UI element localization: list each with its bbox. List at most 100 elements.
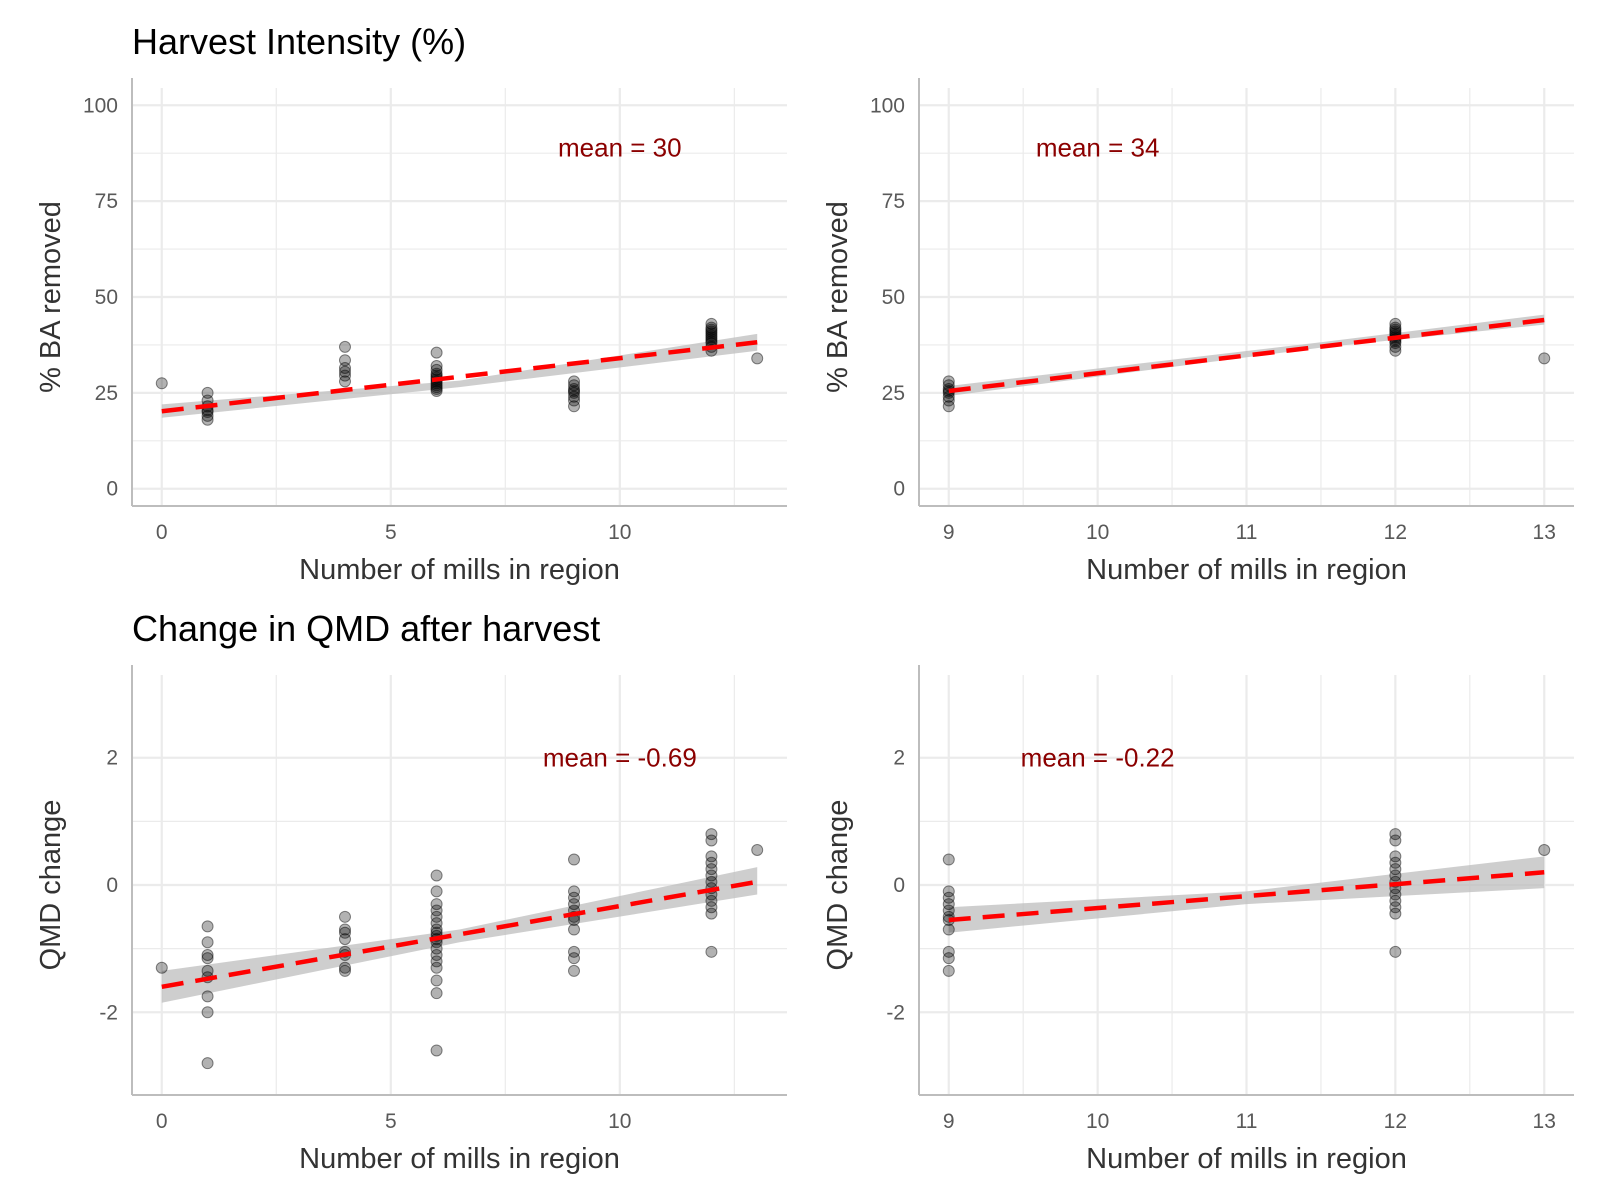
data-point bbox=[568, 885, 581, 898]
data-point bbox=[430, 1044, 443, 1057]
data-point bbox=[942, 394, 955, 407]
data-point bbox=[942, 904, 955, 917]
data-point bbox=[338, 375, 351, 388]
data-point bbox=[705, 329, 718, 342]
x-tick-label: 11 bbox=[1236, 1110, 1258, 1133]
data-point bbox=[430, 910, 443, 923]
data-point bbox=[1389, 321, 1402, 334]
data-point bbox=[942, 400, 955, 413]
data-point bbox=[705, 828, 718, 841]
mean-annotation: mean = 30 bbox=[558, 132, 682, 162]
data-point bbox=[751, 844, 764, 856]
data-point bbox=[338, 926, 351, 939]
data-point bbox=[430, 949, 443, 961]
y-axis-title: % BA removed bbox=[35, 201, 67, 393]
data-point bbox=[568, 853, 581, 866]
data-point bbox=[1389, 344, 1402, 357]
data-point bbox=[568, 964, 581, 977]
y-tick-label: 0 bbox=[106, 874, 118, 897]
y-tick-label: 75 bbox=[95, 190, 118, 213]
x-tick-label: 12 bbox=[1384, 1110, 1407, 1133]
x-tick-label: 12 bbox=[1384, 521, 1407, 544]
data-point bbox=[1389, 869, 1402, 882]
data-point bbox=[705, 325, 718, 338]
data-point bbox=[942, 375, 955, 388]
data-point bbox=[201, 936, 214, 949]
x-axis-title: Number of mills in region bbox=[299, 554, 620, 586]
data-point bbox=[942, 885, 955, 898]
data-point bbox=[568, 386, 581, 399]
data-point bbox=[942, 853, 955, 866]
x-tick-label: 10 bbox=[608, 1110, 631, 1133]
data-point bbox=[338, 361, 351, 374]
data-point bbox=[430, 360, 443, 373]
data-point bbox=[1389, 317, 1402, 330]
confidence-band bbox=[948, 856, 1545, 933]
x-tick-label: 0 bbox=[156, 521, 168, 544]
data-point bbox=[942, 898, 955, 911]
confidence-band bbox=[161, 867, 758, 1003]
data-point bbox=[568, 923, 581, 936]
y-axis-title: QMD change bbox=[822, 800, 854, 971]
data-point bbox=[705, 907, 718, 920]
data-point bbox=[430, 346, 443, 359]
data-point bbox=[338, 354, 351, 367]
data-point bbox=[942, 952, 955, 965]
data-point bbox=[430, 923, 443, 936]
trend-line bbox=[948, 870, 1545, 923]
x-tick-label: 0 bbox=[156, 1110, 168, 1133]
data-point bbox=[338, 964, 351, 977]
data-point bbox=[568, 394, 581, 407]
panel-2: mean = 34 9 10 11 12 13 0 25 50 75 100 Number of mi… bbox=[822, 78, 1574, 586]
data-point bbox=[201, 990, 214, 1003]
data-point bbox=[705, 945, 718, 958]
data-point bbox=[942, 891, 955, 904]
x-tick-label: 5 bbox=[385, 1110, 397, 1133]
data-point bbox=[568, 379, 581, 392]
y-tick-label: 50 bbox=[882, 286, 905, 309]
data-point bbox=[430, 363, 443, 376]
data-point bbox=[201, 952, 214, 965]
data-point bbox=[338, 933, 351, 946]
y-axis-title: QMD change bbox=[35, 800, 67, 971]
data-point bbox=[1389, 856, 1402, 869]
data-point bbox=[430, 904, 443, 917]
data-point bbox=[705, 850, 718, 863]
data-point bbox=[705, 856, 718, 869]
data-point bbox=[705, 317, 718, 330]
x-tick-label: 5 bbox=[385, 521, 397, 544]
data-point bbox=[338, 365, 351, 378]
y-tick-label: 25 bbox=[95, 382, 118, 405]
data-point bbox=[705, 901, 718, 914]
confidence-band bbox=[161, 333, 758, 418]
data-point bbox=[705, 863, 718, 876]
x-axis-title: Number of mills in region bbox=[1086, 1143, 1407, 1175]
data-point bbox=[942, 964, 955, 977]
y-tick-label: 75 bbox=[882, 190, 905, 213]
data-point bbox=[1389, 340, 1402, 353]
data-point bbox=[705, 869, 718, 882]
data-point bbox=[201, 920, 214, 933]
x-axis-title: Number of mills in region bbox=[299, 1143, 620, 1175]
data-point bbox=[430, 885, 443, 898]
y-tick-label: 50 bbox=[95, 286, 118, 309]
data-point bbox=[705, 834, 718, 847]
data-point bbox=[430, 384, 443, 397]
y-tick-label: 2 bbox=[106, 747, 118, 770]
data-point bbox=[1389, 945, 1402, 958]
data-point bbox=[201, 949, 214, 961]
data-point bbox=[201, 409, 214, 422]
y-tick-label: -2 bbox=[99, 1001, 118, 1024]
y-tick-label: 100 bbox=[870, 94, 905, 117]
data-point bbox=[201, 413, 214, 426]
confidence-band bbox=[948, 314, 1545, 396]
data-point bbox=[568, 898, 581, 911]
data-point bbox=[1538, 352, 1551, 365]
data-point bbox=[705, 321, 718, 334]
data-point bbox=[705, 323, 718, 336]
data-point bbox=[430, 917, 443, 930]
x-tick-label: 11 bbox=[1236, 521, 1258, 544]
data-point bbox=[1389, 901, 1402, 914]
x-tick-label: 13 bbox=[1533, 521, 1556, 544]
